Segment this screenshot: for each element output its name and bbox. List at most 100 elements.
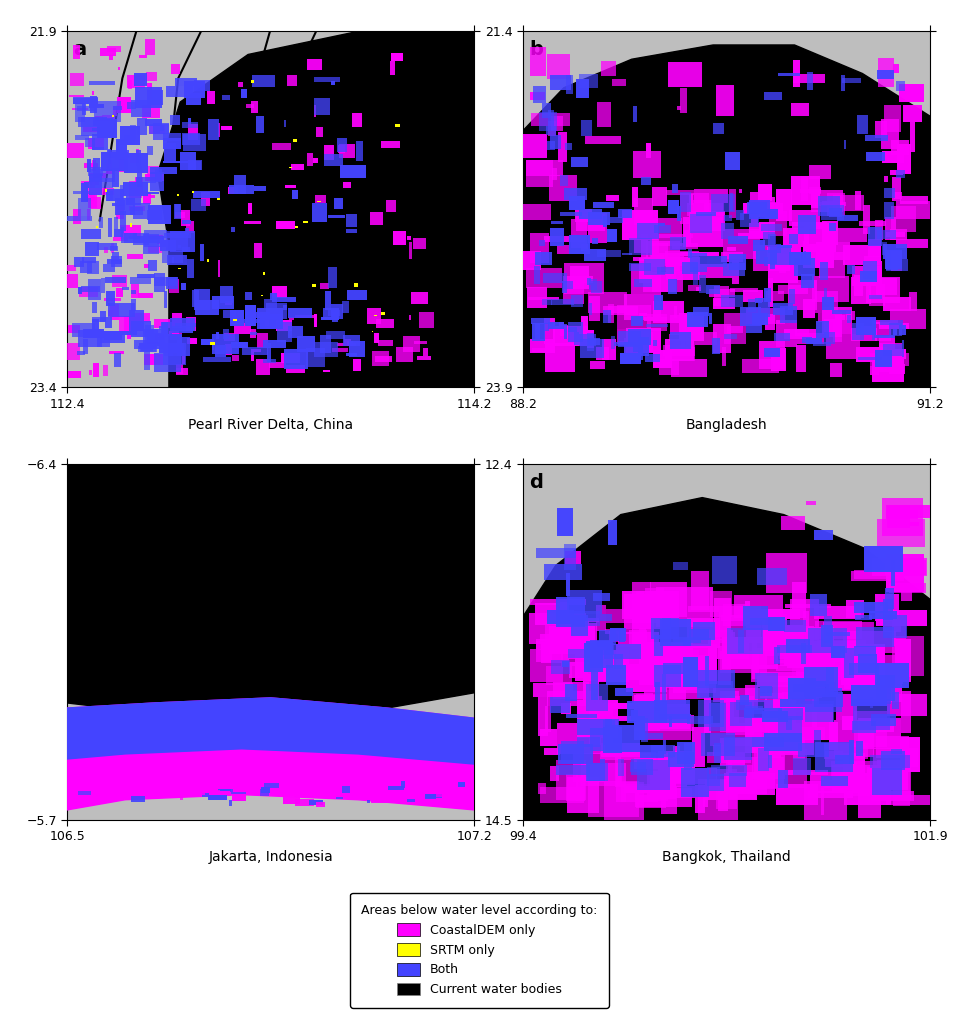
Bar	[767, 721, 781, 738]
Bar	[798, 743, 830, 757]
Bar	[792, 582, 806, 618]
Bar	[770, 254, 775, 269]
Bar	[762, 232, 775, 246]
Bar	[283, 798, 300, 804]
Bar	[853, 655, 906, 669]
Bar	[767, 617, 784, 631]
Bar	[297, 336, 315, 351]
Bar	[724, 313, 746, 344]
Bar	[797, 333, 824, 344]
Bar	[606, 666, 626, 685]
Bar	[714, 743, 721, 763]
Bar	[620, 784, 658, 802]
Bar	[668, 200, 679, 214]
Bar	[843, 245, 881, 265]
Bar	[744, 708, 783, 718]
Bar	[758, 773, 775, 795]
Bar	[416, 800, 425, 805]
Bar	[342, 301, 349, 312]
Bar	[817, 640, 866, 657]
Bar	[556, 597, 585, 627]
Bar	[801, 273, 814, 288]
Bar	[187, 338, 197, 344]
Bar	[528, 297, 559, 300]
Bar	[830, 227, 867, 242]
X-axis label: Jakarta, Indonesia: Jakarta, Indonesia	[208, 851, 333, 864]
Bar	[82, 257, 96, 263]
Bar	[606, 609, 659, 624]
Bar	[812, 276, 850, 301]
Bar	[89, 104, 104, 108]
Bar	[875, 350, 892, 367]
Bar	[590, 640, 613, 668]
Bar	[564, 325, 568, 339]
Bar	[145, 120, 162, 126]
Bar	[772, 628, 795, 636]
Bar	[887, 506, 910, 527]
Bar	[619, 332, 641, 347]
Bar	[93, 118, 112, 126]
Bar	[874, 335, 896, 338]
Bar	[662, 644, 716, 684]
Bar	[352, 113, 362, 127]
Bar	[288, 326, 303, 338]
Bar	[629, 238, 652, 255]
Bar	[798, 215, 815, 234]
Bar	[250, 332, 256, 335]
Bar	[581, 316, 589, 345]
Bar	[893, 770, 910, 806]
Bar	[576, 80, 589, 98]
Bar	[124, 233, 137, 243]
Bar	[833, 312, 842, 342]
Bar	[786, 718, 792, 730]
Bar	[246, 103, 254, 108]
Bar	[265, 319, 269, 326]
Bar	[895, 640, 911, 678]
Bar	[896, 170, 905, 178]
Bar	[639, 312, 647, 316]
Bar	[848, 264, 855, 273]
Bar	[801, 643, 806, 665]
Bar	[334, 199, 342, 210]
Bar	[616, 644, 659, 671]
Bar	[730, 701, 752, 726]
Bar	[129, 181, 142, 198]
Bar	[346, 214, 357, 227]
Bar	[892, 750, 901, 755]
Bar	[222, 95, 230, 99]
Bar	[641, 233, 647, 259]
Bar	[169, 280, 179, 293]
Bar	[596, 347, 609, 359]
Bar	[822, 201, 836, 206]
Bar	[724, 334, 737, 339]
Bar	[112, 204, 125, 206]
Bar	[746, 324, 762, 334]
Bar	[859, 718, 883, 728]
Bar	[628, 330, 651, 345]
Bar	[372, 331, 373, 332]
Bar	[110, 304, 119, 319]
Bar	[149, 330, 167, 336]
Bar	[667, 753, 694, 767]
Bar	[142, 105, 160, 118]
Bar	[643, 271, 683, 292]
Bar	[172, 257, 175, 263]
Bar	[218, 123, 221, 137]
Bar	[780, 651, 835, 659]
Bar	[223, 330, 228, 339]
Bar	[713, 298, 735, 309]
Bar	[775, 616, 781, 654]
Bar	[696, 288, 701, 291]
Bar	[789, 252, 811, 265]
Bar	[615, 342, 636, 346]
Bar	[652, 187, 667, 206]
Bar	[164, 291, 167, 308]
Bar	[726, 772, 766, 794]
Bar	[553, 326, 588, 346]
Bar	[778, 74, 801, 76]
Bar	[815, 742, 853, 772]
Bar	[246, 293, 252, 300]
Bar	[606, 195, 619, 202]
Bar	[812, 342, 830, 346]
Bar	[674, 306, 677, 317]
